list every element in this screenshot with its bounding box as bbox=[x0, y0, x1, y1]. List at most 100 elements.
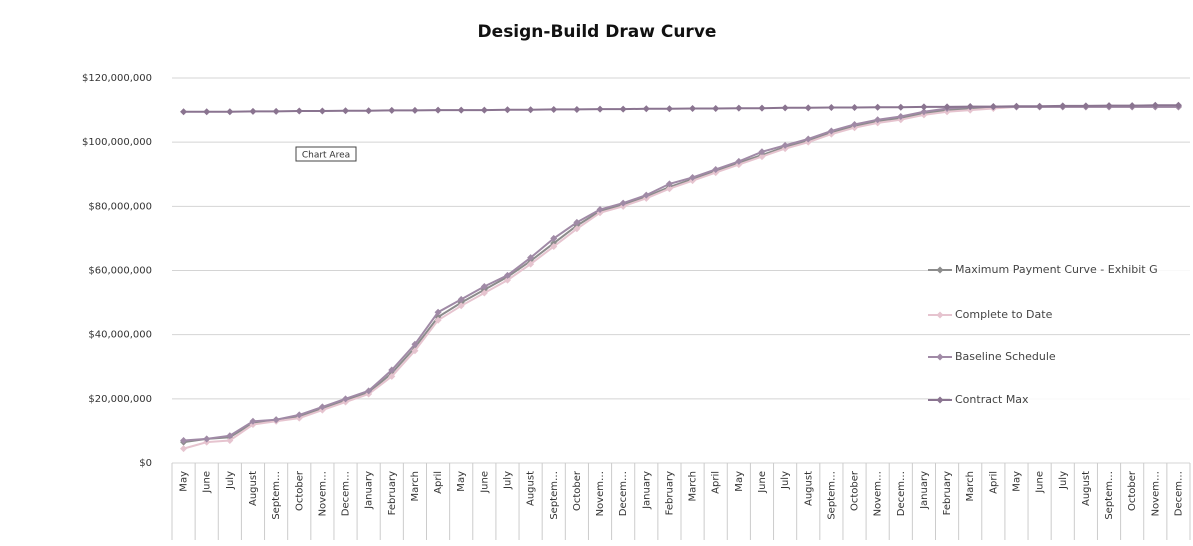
x-tick-label: July bbox=[780, 471, 791, 490]
series-marker bbox=[804, 135, 812, 143]
legend-label: Baseline Schedule bbox=[955, 350, 1056, 363]
series-marker bbox=[503, 271, 511, 279]
series-marker bbox=[295, 411, 303, 419]
x-tick-label: March bbox=[410, 471, 421, 501]
series-marker bbox=[527, 260, 535, 268]
series-marker bbox=[804, 104, 812, 112]
series-marker bbox=[272, 416, 280, 424]
series-marker bbox=[295, 107, 303, 115]
legend-label: Complete to Date bbox=[955, 308, 1053, 321]
series-marker bbox=[318, 107, 326, 115]
x-tick-label: February bbox=[664, 471, 675, 515]
y-tick-label: $60,000,000 bbox=[88, 266, 152, 277]
series-marker bbox=[1082, 102, 1090, 110]
series-marker bbox=[550, 105, 558, 113]
x-tick-label: July bbox=[1058, 471, 1069, 490]
series-marker bbox=[689, 173, 697, 181]
series-marker bbox=[180, 108, 188, 116]
series-marker bbox=[874, 103, 882, 111]
annotation-box bbox=[295, 146, 357, 162]
series-marker bbox=[550, 234, 558, 242]
series-marker bbox=[874, 116, 882, 124]
x-tick-label: July bbox=[502, 471, 513, 490]
series-marker bbox=[619, 199, 627, 207]
x-tick-label: June bbox=[202, 471, 213, 494]
series-marker bbox=[827, 127, 835, 135]
series-marker bbox=[457, 302, 465, 310]
series-marker bbox=[689, 104, 697, 112]
series-marker bbox=[434, 316, 442, 324]
series-marker bbox=[342, 395, 350, 403]
series-marker bbox=[527, 106, 535, 114]
x-tick-label: January bbox=[919, 471, 930, 510]
series-marker bbox=[665, 180, 673, 188]
legend-marker bbox=[936, 311, 944, 319]
series-marker bbox=[411, 347, 419, 355]
series-marker bbox=[851, 121, 859, 129]
legend-marker bbox=[936, 353, 944, 361]
x-tick-label: May bbox=[179, 471, 190, 492]
y-tick-label: $0 bbox=[139, 458, 152, 469]
series-marker bbox=[411, 106, 419, 114]
series-marker bbox=[411, 340, 419, 348]
x-tick-label: August bbox=[248, 471, 259, 506]
x-tick-label: Novem… bbox=[873, 471, 884, 516]
series-marker bbox=[642, 105, 650, 113]
x-tick-label: August bbox=[1081, 471, 1092, 506]
series-marker bbox=[1059, 102, 1067, 110]
series-marker bbox=[342, 107, 350, 115]
series-marker bbox=[1012, 102, 1020, 110]
series-marker bbox=[365, 387, 373, 395]
series-marker bbox=[226, 108, 234, 116]
x-tick-label: March bbox=[688, 471, 699, 501]
x-tick-label: February bbox=[942, 471, 953, 515]
series-marker bbox=[550, 242, 558, 250]
series-marker bbox=[388, 372, 396, 380]
series-marker bbox=[665, 185, 673, 193]
series-marker bbox=[249, 107, 257, 115]
series-marker bbox=[318, 403, 326, 411]
series-marker bbox=[272, 107, 280, 115]
x-tick-label: March bbox=[965, 471, 976, 501]
series-marker bbox=[203, 435, 211, 443]
series-marker bbox=[527, 254, 535, 262]
x-tick-label: Decem… bbox=[896, 471, 907, 516]
series-marker bbox=[180, 445, 188, 453]
series-marker bbox=[989, 103, 997, 111]
series-marker bbox=[434, 308, 442, 316]
series-marker bbox=[758, 104, 766, 112]
x-tick-label: October bbox=[294, 470, 305, 511]
series-marker bbox=[1105, 102, 1113, 110]
series-marker bbox=[480, 289, 488, 297]
x-tick-label: January bbox=[364, 471, 375, 510]
x-tick-label: October bbox=[850, 470, 861, 511]
series-marker bbox=[1151, 101, 1159, 109]
series-marker bbox=[1128, 102, 1136, 110]
series-marker bbox=[851, 104, 859, 112]
series-marker bbox=[1036, 102, 1044, 110]
x-tick-label: August bbox=[526, 471, 537, 506]
y-tick-label: $120,000,000 bbox=[82, 73, 152, 84]
x-tick-label: April bbox=[433, 471, 444, 494]
x-tick-label: Septem… bbox=[1104, 471, 1115, 520]
series-line bbox=[183, 104, 1179, 113]
y-tick-label: $100,000,000 bbox=[82, 137, 152, 148]
series-marker bbox=[712, 104, 720, 112]
series-marker bbox=[388, 106, 396, 114]
legend-label: Contract Max bbox=[955, 393, 1029, 406]
series-marker bbox=[203, 108, 211, 116]
y-tick-label: $20,000,000 bbox=[88, 394, 152, 405]
series-marker bbox=[827, 104, 835, 112]
series-marker bbox=[665, 105, 673, 113]
series-marker bbox=[434, 106, 442, 114]
x-tick-label: Novem… bbox=[595, 471, 606, 516]
x-tick-label: April bbox=[988, 471, 999, 494]
series-marker bbox=[365, 107, 373, 115]
series-marker bbox=[573, 218, 581, 226]
series-marker bbox=[781, 104, 789, 112]
chart-title: Design-Build Draw Curve bbox=[478, 22, 717, 42]
y-tick-label: $80,000,000 bbox=[88, 201, 152, 212]
series-marker bbox=[943, 103, 951, 111]
x-tick-label: May bbox=[1011, 471, 1022, 492]
